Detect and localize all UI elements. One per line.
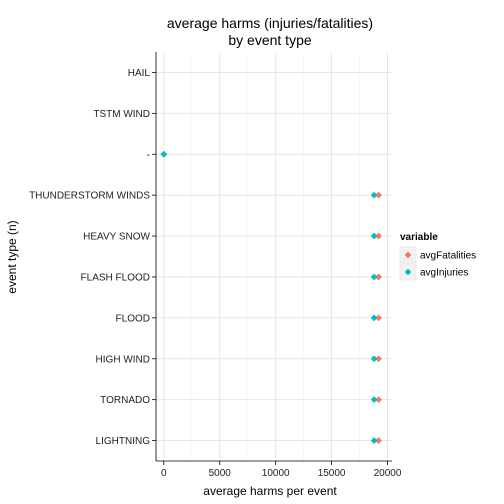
legend-label-avgFatalities: avgFatalities xyxy=(420,251,476,262)
x-tick-label: 10000 xyxy=(262,468,290,479)
x-axis-label: average harms per event xyxy=(203,484,337,498)
chart-title-line-2: by event type xyxy=(228,32,311,48)
x-tick-label: 15000 xyxy=(318,468,346,479)
x-tick-label: 0 xyxy=(161,468,167,479)
y-axis-label: event type (n) xyxy=(5,220,19,293)
y-tick-label: HEAVY SNOW xyxy=(83,232,150,243)
y-tick-label: HIGH WIND xyxy=(96,354,150,365)
legend-title: variable xyxy=(400,232,438,243)
y-tick-label: HAIL xyxy=(128,68,151,79)
chart-title-line-1: average harms (injuries/fatalities) xyxy=(167,15,373,31)
legend-label-avgInjuries: avgInjuries xyxy=(420,268,468,279)
y-tick-label: LIGHTNING xyxy=(96,436,151,447)
y-tick-label: - xyxy=(147,150,150,161)
y-tick-label: FLOOD xyxy=(116,313,150,324)
y-tick-label: TORNADO xyxy=(100,395,150,406)
y-tick-label: THUNDERSTORM WINDS xyxy=(29,191,150,202)
x-tick-label: 20000 xyxy=(374,468,402,479)
x-tick-label: 5000 xyxy=(209,468,232,479)
y-tick-label: TSTM WIND xyxy=(93,109,150,120)
y-tick-label: FLASH FLOOD xyxy=(81,272,150,283)
